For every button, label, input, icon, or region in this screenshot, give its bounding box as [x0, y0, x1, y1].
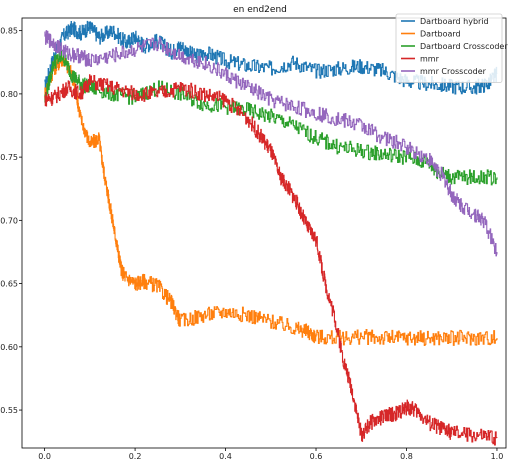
- chart-title: en end2end: [233, 5, 287, 15]
- y-tick-label: 0.55: [0, 406, 18, 415]
- y-tick-label: 0.65: [0, 280, 18, 289]
- legend-label: mmr: [420, 55, 440, 64]
- series-line-dartboard: [44, 54, 498, 346]
- legend-box: [395, 13, 503, 83]
- x-tick-label: 0.8: [400, 452, 413, 460]
- x-tick-label: 0.6: [310, 452, 323, 460]
- series-layer: [44, 20, 498, 446]
- x-tick-label: 0.0: [38, 452, 51, 460]
- series-line-mmr: [44, 74, 498, 446]
- legend-label: Dartboard: [420, 30, 461, 39]
- x-tick-label: 0.4: [219, 452, 232, 460]
- y-tick-label: 0.75: [0, 153, 18, 162]
- axes-layer: 0.0 0.2 0.4 0.6 0.8 1.0 0.55 0.60 0.65 0.70 0.75 0.…: [0, 27, 503, 460]
- legend-label: Dartboard Crosscoder: [420, 42, 508, 51]
- legend: Dartboard hybrid Dartboard Dartboard Cross…: [395, 13, 508, 83]
- legend-label: Dartboard hybrid: [420, 17, 489, 26]
- y-tick-label: 0.70: [0, 216, 18, 225]
- y-tick-label: 0.85: [0, 27, 18, 36]
- x-tick-label: 0.2: [129, 452, 142, 460]
- legend-label: mmr Crosscoder: [420, 67, 487, 76]
- series-line-mmr-crosscoder: [44, 30, 498, 257]
- series-line-dartboard-hybrid: [44, 20, 498, 95]
- y-tick-label: 0.80: [0, 90, 18, 99]
- x-tick-label: 1.0: [491, 452, 504, 460]
- y-tick-label: 0.60: [0, 343, 18, 352]
